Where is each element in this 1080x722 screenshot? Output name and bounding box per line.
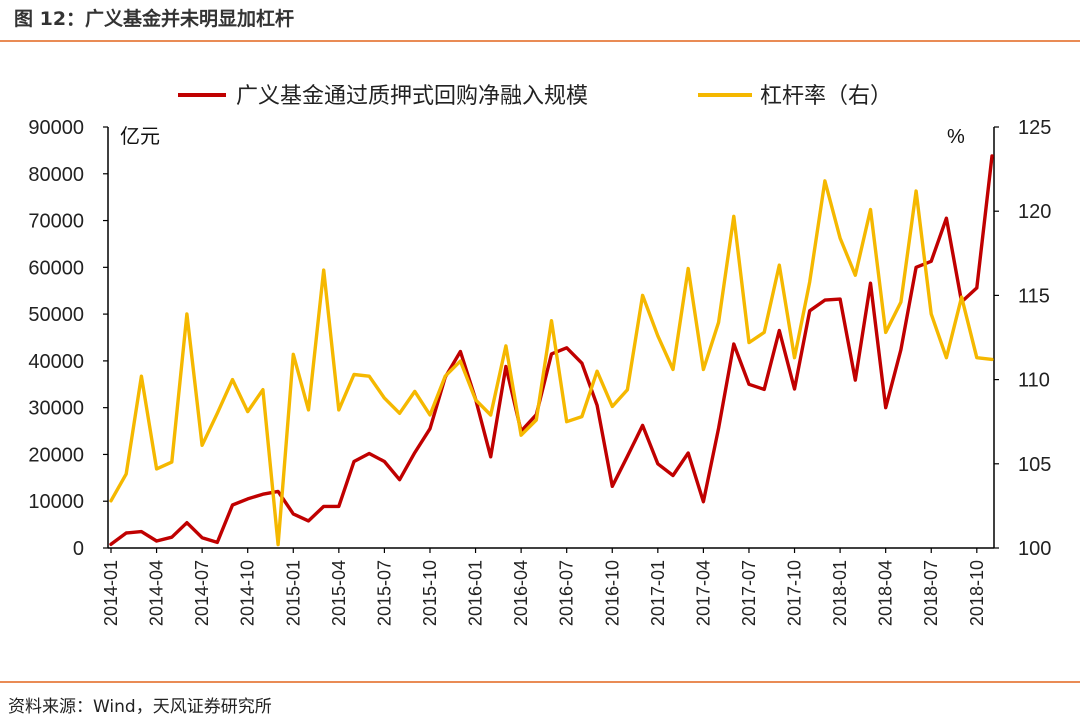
left-tick-label: 0 xyxy=(73,538,84,560)
right-tick-label: 115 xyxy=(1018,285,1050,307)
x-tick-label: 2017-07 xyxy=(739,560,759,626)
left-tick-label: 60000 xyxy=(28,257,84,279)
x-tick-label: 2018-01 xyxy=(830,560,850,626)
x-tick-label: 2014-10 xyxy=(238,560,258,626)
x-tick-label: 2017-04 xyxy=(693,560,713,626)
legend-label-net-repo-financing: 广义基金通过质押式回购净融入规模 xyxy=(236,83,588,108)
legend-label-leverage-ratio: 杠杆率（右） xyxy=(760,83,892,108)
left-tick-label: 10000 xyxy=(28,491,84,513)
right-unit-label: % xyxy=(947,126,965,148)
right-tick-label: 120 xyxy=(1018,201,1051,223)
x-tick-label: 2016-04 xyxy=(511,560,531,626)
x-tick-label: 2018-10 xyxy=(967,560,987,626)
x-tick-label: 2018-07 xyxy=(921,560,941,626)
x-tick-label: 2017-01 xyxy=(648,560,668,626)
x-tick-label: 2016-07 xyxy=(557,560,577,626)
source-note: 资料来源：Wind，天风证券研究所 xyxy=(8,697,272,717)
right-tick-label: 100 xyxy=(1018,538,1051,560)
left-tick-label: 80000 xyxy=(28,164,84,186)
x-tick-label: 2018-04 xyxy=(876,560,896,626)
left-tick-label: 70000 xyxy=(28,211,84,233)
x-tick-label: 2015-07 xyxy=(374,560,394,626)
dual-axis-line-chart: 0 10000 20000 30000 40000 50000 60000 70000 8000… xyxy=(28,83,1051,626)
right-tick-label: 105 xyxy=(1018,454,1051,476)
left-tick-label: 50000 xyxy=(28,304,84,326)
right-tick-label: 125 xyxy=(1018,117,1051,139)
title-divider xyxy=(0,40,1080,42)
series-line-net-repo-financing xyxy=(109,154,994,546)
x-tick-label: 2016-10 xyxy=(602,560,622,626)
x-tick-label: 2014-04 xyxy=(147,560,167,626)
footer-divider xyxy=(0,681,1080,683)
left-tick-label: 90000 xyxy=(28,117,84,139)
x-tick-label: 2015-01 xyxy=(283,560,303,626)
left-tick-label: 30000 xyxy=(28,398,84,420)
left-tick-label: 40000 xyxy=(28,351,84,373)
x-tick-label: 2014-07 xyxy=(192,560,212,626)
x-tick-label: 2014-01 xyxy=(101,560,121,626)
x-tick-label: 2015-10 xyxy=(420,560,440,626)
right-tick-label: 110 xyxy=(1018,370,1050,392)
x-tick-label: 2015-04 xyxy=(329,560,349,626)
x-tick-label: 2016-01 xyxy=(466,560,486,626)
x-tick-label: 2017-10 xyxy=(785,560,805,626)
series-line-leverage-ratio xyxy=(109,179,994,547)
left-unit-label: 亿元 xyxy=(120,125,160,148)
left-tick-label: 20000 xyxy=(28,444,84,466)
figure-title: 图 12：广义基金并未明显加杠杆 xyxy=(14,8,295,30)
